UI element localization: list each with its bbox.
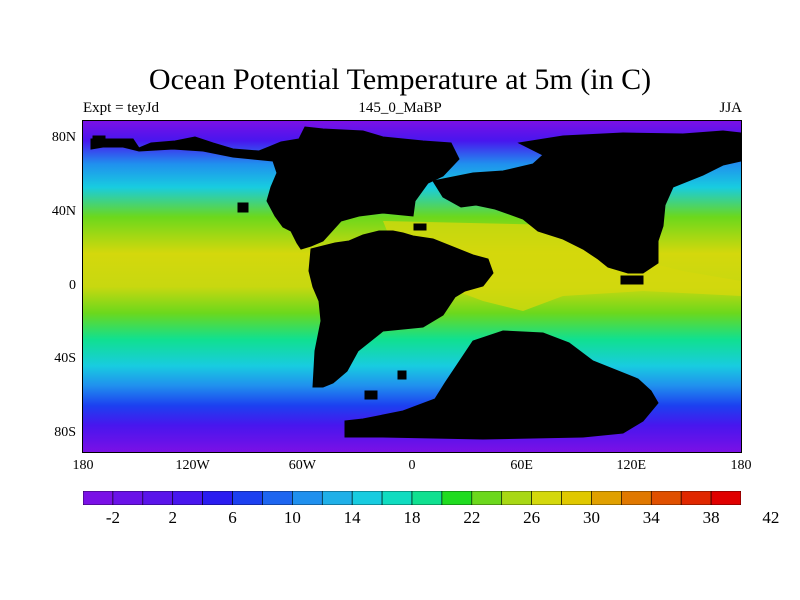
colorbar-swatch xyxy=(142,490,174,506)
colorbar-swatch xyxy=(232,490,263,506)
colorbar-swatch xyxy=(471,490,503,506)
colorbar-tick-label: 26 xyxy=(523,508,541,527)
landmass-eurasia xyxy=(432,130,741,274)
island-1 xyxy=(413,223,427,231)
colorbar-tick-label: 30 xyxy=(582,508,600,527)
colorbar-swatch xyxy=(561,490,592,506)
lat-tick-label: 80N xyxy=(51,130,76,146)
landmass-north-america xyxy=(90,126,460,250)
colorbar-tick-label: 10 xyxy=(283,508,301,527)
colorbar-swatch xyxy=(650,490,682,506)
colorbar-swatch xyxy=(501,490,532,506)
lon-tick-label: 60W xyxy=(288,458,316,473)
lat-tick-label: 0 xyxy=(69,277,76,293)
colorbar-tick-label: 34 xyxy=(642,508,660,527)
colorbar-tick-label: 14 xyxy=(343,508,361,527)
colorbar-swatch xyxy=(172,490,203,506)
colorbar-swatch xyxy=(441,490,473,506)
colorbar-swatch xyxy=(292,490,323,506)
colorbar-tick-label: 2 xyxy=(168,508,177,527)
lon-tick-label: 0 xyxy=(408,458,416,473)
colorbar-swatch xyxy=(351,490,383,506)
island-3 xyxy=(397,370,407,380)
colorbar-swatch xyxy=(112,490,144,506)
lon-tick-label: 180 xyxy=(72,458,94,473)
colorbar-swatch xyxy=(710,490,742,506)
island-6 xyxy=(92,135,106,146)
lon-tick-label: 180 xyxy=(730,458,752,473)
experiment-label: Expt = teyJd xyxy=(83,100,159,116)
island-5 xyxy=(620,275,644,285)
lat-tick-label: 40S xyxy=(54,351,76,367)
colorbar-swatch xyxy=(680,490,712,506)
island-7 xyxy=(542,150,556,186)
map-frame xyxy=(82,120,742,453)
colorbar-tick-label: 42 xyxy=(762,508,780,527)
colorbar-tick-label: -2 xyxy=(105,508,120,527)
landmass-antarctica-australia xyxy=(344,330,659,440)
colorbar-tick-label: 38 xyxy=(702,508,720,527)
colorbar-swatch xyxy=(621,490,652,506)
colorbar-swatch xyxy=(202,490,233,506)
colorbar-swatch xyxy=(411,490,443,506)
lat-tick-label: 80S xyxy=(54,424,76,440)
colorbar-tick-label: 18 xyxy=(403,508,421,527)
season-label: JJA xyxy=(719,100,742,116)
island-4 xyxy=(364,390,378,400)
temperature-map xyxy=(83,121,741,452)
colorbar-swatch xyxy=(381,490,413,506)
lon-tick-label: 120W xyxy=(175,458,210,473)
colorbar-swatch xyxy=(531,490,562,506)
colorbar-swatch xyxy=(591,490,622,506)
colorbar-swatch xyxy=(321,490,353,506)
colorbar xyxy=(82,490,742,506)
colorbar-tick-label: 6 xyxy=(228,508,237,527)
colorbar-swatch xyxy=(82,490,114,506)
colorbar-tick-label: 22 xyxy=(463,508,481,527)
case-label: 145_0_MaBP xyxy=(358,100,442,116)
lon-tick-label: 120E xyxy=(616,458,647,473)
island-2 xyxy=(237,202,249,213)
chart-title: Ocean Potential Temperature at 5m (in C) xyxy=(148,63,652,96)
lon-tick-label: 60E xyxy=(510,458,533,473)
landmass-south-america-africa xyxy=(308,230,494,388)
lat-tick-label: 40N xyxy=(51,203,76,219)
colorbar-swatch xyxy=(262,490,293,506)
